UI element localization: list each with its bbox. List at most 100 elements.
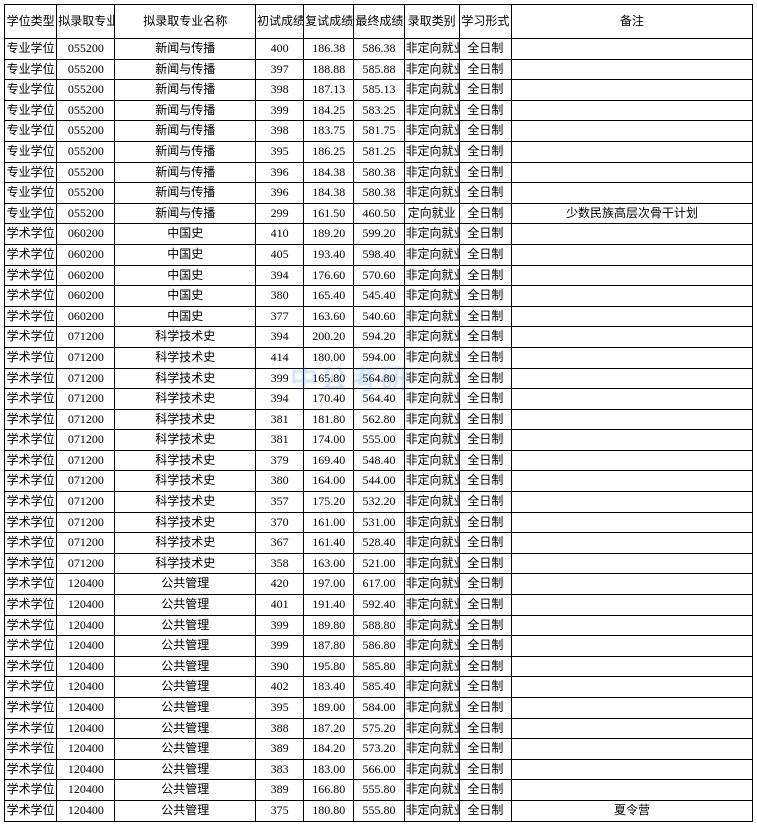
- cell: 非定向就业: [404, 553, 459, 574]
- cell: 科学技术史: [115, 347, 256, 368]
- cell: 公共管理: [115, 656, 256, 677]
- cell: 科学技术史: [115, 389, 256, 410]
- cell: [511, 121, 752, 142]
- cell: 学术学位: [5, 780, 57, 801]
- cell: 非定向就业: [404, 100, 459, 121]
- cell: 非定向就业: [404, 80, 459, 101]
- cell: 全日制: [459, 389, 511, 410]
- cell: 383: [255, 759, 303, 780]
- cell: 全日制: [459, 698, 511, 719]
- cell: 161.40: [304, 533, 354, 554]
- cell: 科学技术史: [115, 409, 256, 430]
- cell: 055200: [57, 203, 115, 224]
- cell: 055200: [57, 121, 115, 142]
- col-header-0: 学位类型: [5, 5, 57, 39]
- cell: 164.00: [304, 471, 354, 492]
- cell: 非定向就业: [404, 800, 459, 821]
- cell: 071200: [57, 409, 115, 430]
- cell: [511, 450, 752, 471]
- cell: 新闻与传播: [115, 183, 256, 204]
- cell: 非定向就业: [404, 718, 459, 739]
- cell: 科学技术史: [115, 512, 256, 533]
- cell: 公共管理: [115, 615, 256, 636]
- cell: 592.40: [354, 595, 404, 616]
- cell: 395: [255, 141, 303, 162]
- cell: 全日制: [459, 553, 511, 574]
- cell: 专业学位: [5, 39, 57, 60]
- cell: 071200: [57, 512, 115, 533]
- cell: 585.13: [354, 80, 404, 101]
- cell: 071200: [57, 389, 115, 410]
- cell: 学术学位: [5, 656, 57, 677]
- cell: 少数民族高层次骨干计划: [511, 203, 752, 224]
- cell: 570.60: [354, 265, 404, 286]
- cell: 非定向就业: [404, 492, 459, 513]
- cell: 公共管理: [115, 718, 256, 739]
- table-row: 学术学位060200中国史394176.60570.60非定向就业全日制: [5, 265, 753, 286]
- col-header-1: 拟录取专业代码: [57, 5, 115, 39]
- cell: 中国史: [115, 306, 256, 327]
- cell: [511, 265, 752, 286]
- cell: 公共管理: [115, 574, 256, 595]
- cell: 187.20: [304, 718, 354, 739]
- cell: 060200: [57, 224, 115, 245]
- cell: 401: [255, 595, 303, 616]
- cell: 非定向就业: [404, 183, 459, 204]
- cell: 200.20: [304, 327, 354, 348]
- table-row: 学术学位120400公共管理399189.80588.80非定向就业全日制: [5, 615, 753, 636]
- cell: 367: [255, 533, 303, 554]
- cell: 非定向就业: [404, 533, 459, 554]
- cell: 全日制: [459, 121, 511, 142]
- cell: [511, 739, 752, 760]
- cell: [511, 718, 752, 739]
- cell: 全日制: [459, 656, 511, 677]
- cell: 专业学位: [5, 141, 57, 162]
- table-row: 学术学位071200科学技术史394170.40564.40非定向就业全日制: [5, 389, 753, 410]
- cell: 全日制: [459, 677, 511, 698]
- cell: 非定向就业: [404, 224, 459, 245]
- cell: 全日制: [459, 59, 511, 80]
- table-row: 学术学位120400公共管理383183.00566.00非定向就业全日制: [5, 759, 753, 780]
- cell: 071200: [57, 492, 115, 513]
- cell: 545.40: [354, 286, 404, 307]
- cell: 非定向就业: [404, 327, 459, 348]
- cell: [511, 80, 752, 101]
- cell: 全日制: [459, 800, 511, 821]
- cell: 非定向就业: [404, 698, 459, 719]
- table-row: 学术学位120400公共管理389184.20573.20非定向就业全日制: [5, 739, 753, 760]
- cell: 617.00: [354, 574, 404, 595]
- cell: 197.00: [304, 574, 354, 595]
- cell: 非定向就业: [404, 368, 459, 389]
- cell: 新闻与传播: [115, 80, 256, 101]
- cell: 531.00: [354, 512, 404, 533]
- cell: 学术学位: [5, 347, 57, 368]
- cell: 非定向就业: [404, 471, 459, 492]
- cell: 学术学位: [5, 244, 57, 265]
- cell: 非定向就业: [404, 574, 459, 595]
- cell: 学术学位: [5, 450, 57, 471]
- cell: 学术学位: [5, 553, 57, 574]
- cell: 580.38: [354, 183, 404, 204]
- cell: 389: [255, 780, 303, 801]
- table-row: 学术学位120400公共管理399187.80586.80非定向就业全日制: [5, 636, 753, 657]
- cell: [511, 780, 752, 801]
- cell: 170.40: [304, 389, 354, 410]
- cell: 586.80: [354, 636, 404, 657]
- cell: 学术学位: [5, 368, 57, 389]
- cell: 120400: [57, 698, 115, 719]
- cell: 573.20: [354, 739, 404, 760]
- cell: 学术学位: [5, 286, 57, 307]
- cell: 非定向就业: [404, 759, 459, 780]
- cell: [511, 512, 752, 533]
- cell: 394: [255, 389, 303, 410]
- cell: 399: [255, 100, 303, 121]
- cell: 专业学位: [5, 162, 57, 183]
- cell: 189.20: [304, 224, 354, 245]
- col-header-5: 最终成绩: [354, 5, 404, 39]
- cell: 163.00: [304, 553, 354, 574]
- cell: 071200: [57, 471, 115, 492]
- cell: 186.38: [304, 39, 354, 60]
- cell: 学术学位: [5, 759, 57, 780]
- table-row: 专业学位055200新闻与传播400186.38586.38非定向就业全日制: [5, 39, 753, 60]
- cell: 全日制: [459, 244, 511, 265]
